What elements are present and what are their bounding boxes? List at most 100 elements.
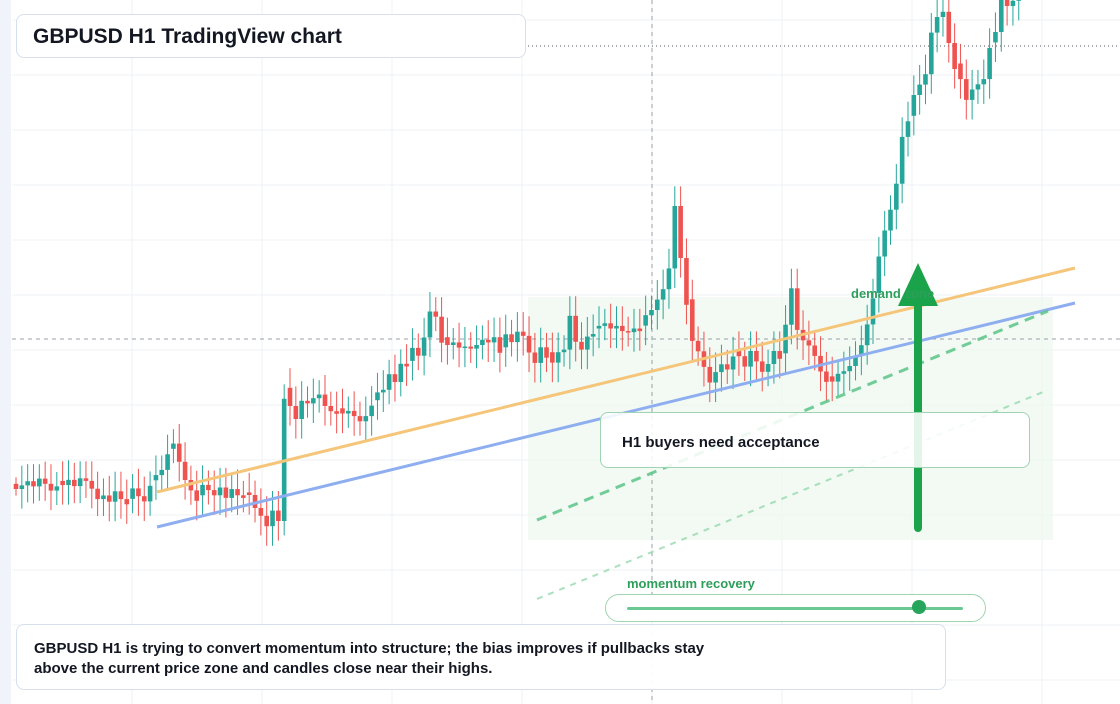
bear-candle <box>433 311 439 317</box>
bear-candle <box>579 341 584 350</box>
bear-candle <box>520 331 526 336</box>
bull-candle <box>503 334 509 348</box>
bear-candle <box>305 400 310 404</box>
bear-candle <box>264 515 269 527</box>
bear-candle <box>573 315 578 342</box>
bull-candle <box>316 394 322 399</box>
bull-candle <box>369 405 374 417</box>
bull-candle <box>555 352 561 363</box>
bear-candle <box>468 346 474 349</box>
demand-zone-label: demand zone <box>851 286 935 301</box>
bull-candle <box>631 328 637 333</box>
bull-candle <box>462 346 468 349</box>
bear-candle <box>241 495 246 498</box>
left-price-scale-edge <box>0 0 11 704</box>
bull-candle <box>410 347 415 361</box>
bear-candle <box>31 481 36 487</box>
bear-candle <box>689 299 695 341</box>
bull-candle <box>421 337 427 356</box>
bull-candle <box>561 349 567 353</box>
bull-candle <box>450 342 456 345</box>
momentum-slider[interactable] <box>605 594 986 622</box>
bull-candle <box>19 485 25 489</box>
bear-candle <box>509 334 514 343</box>
bull-candle <box>270 510 275 527</box>
bear-candle <box>1004 0 1010 6</box>
bear-candle <box>194 490 200 501</box>
bull-candle <box>998 0 1004 32</box>
bear-candle <box>812 345 818 356</box>
bull-candle <box>54 486 60 491</box>
bull-candle <box>934 17 940 33</box>
bull-candle <box>765 364 771 372</box>
bull-candle <box>870 298 876 325</box>
bull-candle <box>864 324 870 346</box>
bull-candle <box>602 323 608 326</box>
bear-candle <box>357 416 363 422</box>
bull-candle <box>101 495 106 500</box>
bull-candle <box>363 416 369 422</box>
bear-candle <box>340 408 345 414</box>
bear-candle <box>958 63 963 80</box>
bear-candle <box>777 351 783 359</box>
bull-candle <box>672 206 678 269</box>
bear-candle <box>637 328 643 332</box>
annotation-note-card[interactable]: H1 buyers need acceptance <box>600 412 1030 468</box>
slider-thumb[interactable] <box>912 600 926 614</box>
bull-candle <box>835 373 841 382</box>
bear-candle <box>334 411 339 414</box>
bull-candle <box>730 356 736 370</box>
chart-title-card: GBPUSD H1 TradingView chart <box>16 14 526 58</box>
bear-candle <box>252 495 258 508</box>
bull-candle <box>229 489 235 498</box>
bear-candle <box>118 491 124 500</box>
bear-candle <box>136 488 141 497</box>
bull-candle <box>666 268 672 290</box>
bull-candle <box>130 488 135 499</box>
bear-candle <box>351 410 357 417</box>
bull-candle <box>567 315 573 350</box>
bull-candle <box>217 487 223 496</box>
bull-candle <box>25 481 30 486</box>
bull-candle <box>299 400 304 419</box>
bear-candle <box>754 351 759 362</box>
slider-track[interactable] <box>627 607 963 610</box>
bear-candle <box>42 478 48 484</box>
bear-candle <box>620 325 625 332</box>
bear-candle <box>211 490 217 496</box>
bull-candle <box>771 351 777 364</box>
bull-candle <box>596 325 602 329</box>
bull-candle <box>311 398 316 404</box>
bear-candle <box>48 483 54 491</box>
bear-candle <box>415 347 421 356</box>
bear-candle <box>794 288 800 330</box>
bear-candle <box>141 496 147 502</box>
annotation-note: H1 buyers need acceptance <box>622 434 820 451</box>
bull-candle <box>923 74 928 85</box>
bear-candle <box>95 488 100 500</box>
bull-candle <box>346 410 351 414</box>
bull-candle <box>480 339 485 345</box>
bull-candle <box>981 79 987 85</box>
bull-candle <box>165 454 170 470</box>
bull-candle <box>427 311 433 338</box>
bear-candle <box>532 352 538 363</box>
bull-candle <box>590 334 596 337</box>
bear-candle <box>608 323 613 329</box>
bear-candle <box>13 483 19 489</box>
bull-candle <box>929 32 934 75</box>
bull-candle <box>585 336 590 350</box>
bull-candle <box>112 491 118 502</box>
bull-candle <box>491 337 497 343</box>
bear-candle <box>824 371 829 382</box>
bull-candle <box>719 364 724 373</box>
bear-candle <box>223 487 229 498</box>
bull-candle <box>905 121 911 137</box>
bull-candle <box>987 47 992 80</box>
bear-candle <box>106 495 112 502</box>
bear-candle <box>235 489 240 496</box>
bear-candle <box>485 339 491 343</box>
bull-candle <box>713 372 718 383</box>
bull-candle <box>159 469 165 476</box>
bull-candle <box>859 345 864 356</box>
